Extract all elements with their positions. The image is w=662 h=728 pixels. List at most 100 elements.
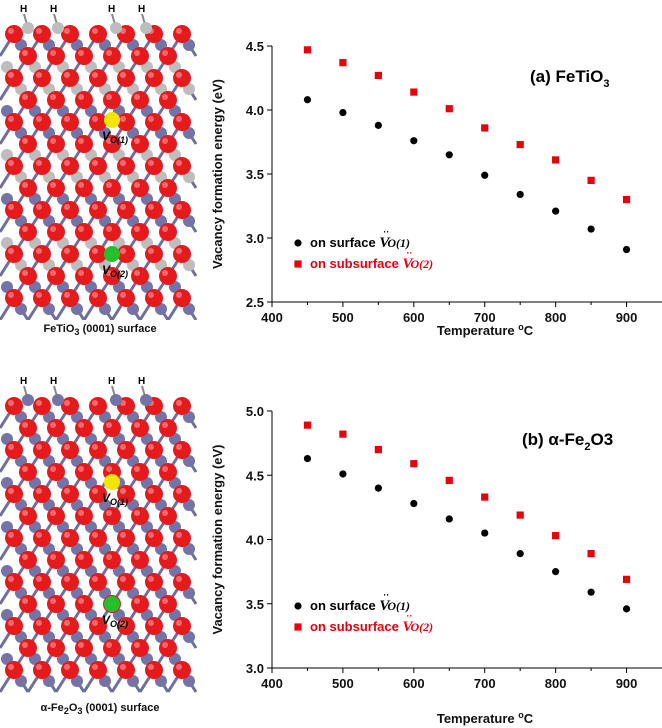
oxygen-atom [131, 419, 149, 437]
data-point-subsurface [516, 140, 524, 149]
oxygen-atom [117, 69, 135, 87]
oxygen-highlight [134, 510, 140, 516]
legend-marker-subsurface [294, 260, 302, 268]
surface-cation [52, 394, 64, 406]
oxygen-atom [159, 91, 177, 109]
oxygen-highlight [64, 532, 70, 538]
oxygen-highlight [106, 226, 112, 232]
oxygen-atom [131, 463, 149, 481]
oxygen-highlight [36, 532, 42, 538]
oxygen-atom [89, 25, 107, 43]
oxygen-atom [75, 179, 93, 197]
oxygen-highlight [78, 598, 84, 604]
oxygen-highlight [36, 72, 42, 78]
oxygen-highlight [22, 226, 28, 232]
oxygen-highlight [8, 664, 14, 670]
oxygen-highlight [64, 72, 70, 78]
oxygen-highlight [36, 444, 42, 450]
vacancy-label-bottom: VO(2) [102, 613, 128, 629]
oxygen-atom [5, 289, 23, 307]
oxygen-highlight [106, 642, 112, 648]
x-tick-label: 600 [403, 310, 425, 325]
data-point-subsurface [587, 176, 595, 184]
x-axis-label: Temperature oC [437, 322, 534, 338]
oxygen-highlight [8, 116, 14, 122]
oxygen-highlight [176, 292, 182, 298]
y-tick-label: 3.0 [246, 661, 264, 676]
oxygen-atom [61, 69, 79, 87]
data-point-surface [303, 454, 312, 463]
oxygen-atom [159, 507, 177, 525]
oxygen-highlight [120, 576, 126, 582]
data-point-subsurface [481, 493, 489, 501]
oxygen-atom [19, 463, 37, 481]
oxygen-highlight [134, 226, 140, 232]
oxygen-atom [47, 419, 65, 437]
oxygen-highlight [22, 182, 28, 188]
oxygen-atom [33, 441, 51, 459]
oxygen-highlight [176, 160, 182, 166]
oxygen-atom [5, 485, 23, 503]
y-tick-label: 3.5 [246, 597, 264, 612]
oxygen-highlight [148, 248, 154, 254]
oxygen-atom [117, 201, 135, 219]
oxygen-highlight [176, 664, 182, 670]
oxygen-highlight [22, 138, 28, 144]
x-tick-label: 900 [616, 676, 638, 691]
oxygen-atom [5, 157, 23, 175]
oxygen-atom [61, 201, 79, 219]
oxygen-atom [33, 289, 51, 307]
x-tick-label: 500 [332, 310, 354, 325]
data-point-surface [445, 515, 453, 523]
y-tick-label: 3.0 [246, 231, 264, 246]
oxygen-atom [117, 157, 135, 175]
oxygen-atom [173, 397, 191, 415]
oxygen-atom [173, 69, 191, 87]
surface-cation [140, 22, 152, 34]
oxygen-highlight [36, 488, 42, 494]
oxygen-highlight [64, 204, 70, 210]
oxygen-highlight [78, 554, 84, 560]
oxygen-atom [159, 179, 177, 197]
oxygen-atom [19, 179, 37, 197]
legend-label: on surface V·· O(1) [310, 590, 410, 614]
data-point-surface [552, 568, 560, 576]
oxygen-highlight [50, 642, 56, 648]
oxygen-highlight [36, 620, 42, 626]
legend-marker-surface [294, 602, 302, 610]
oxygen-highlight [8, 576, 14, 582]
oxygen-highlight [176, 72, 182, 78]
oxygen-highlight [134, 466, 140, 472]
oxygen-highlight [78, 642, 84, 648]
oxygen-atom [61, 245, 79, 263]
oxygen-atom [131, 595, 149, 613]
data-point-subsurface [410, 460, 418, 468]
oxygen-highlight [78, 50, 84, 56]
data-point-subsurface [622, 575, 631, 583]
oxygen-atom [145, 245, 163, 263]
oxygen-atom [145, 617, 163, 635]
oxygen-atom [159, 639, 177, 657]
oxygen-atom [173, 113, 191, 131]
oxygen-atom [145, 201, 163, 219]
oxygen-highlight [92, 72, 98, 78]
oxygen-highlight [120, 620, 126, 626]
data-point-surface [587, 588, 595, 596]
fe2o3-slab-illustration: H H H H VO(1) VO(2) [0, 376, 198, 693]
oxygen-atom [159, 551, 177, 569]
oxygen-highlight [50, 510, 56, 516]
oxygen-atom [75, 267, 93, 285]
oxygen-atom [47, 179, 65, 197]
y-tick-label: 5.0 [246, 404, 264, 419]
y-axis-label: Vacancy formation energy (eV) [210, 79, 225, 269]
oxygen-highlight [162, 138, 168, 144]
oxygen-highlight [50, 422, 56, 428]
oxygen-highlight [176, 444, 182, 450]
oxygen-atom [61, 661, 79, 679]
oxygen-atom [131, 507, 149, 525]
oxygen-highlight [176, 400, 182, 406]
oxygen-highlight [162, 270, 168, 276]
oxygen-atom [103, 91, 121, 109]
oxygen-highlight [64, 576, 70, 582]
oxygen-highlight [106, 94, 112, 100]
